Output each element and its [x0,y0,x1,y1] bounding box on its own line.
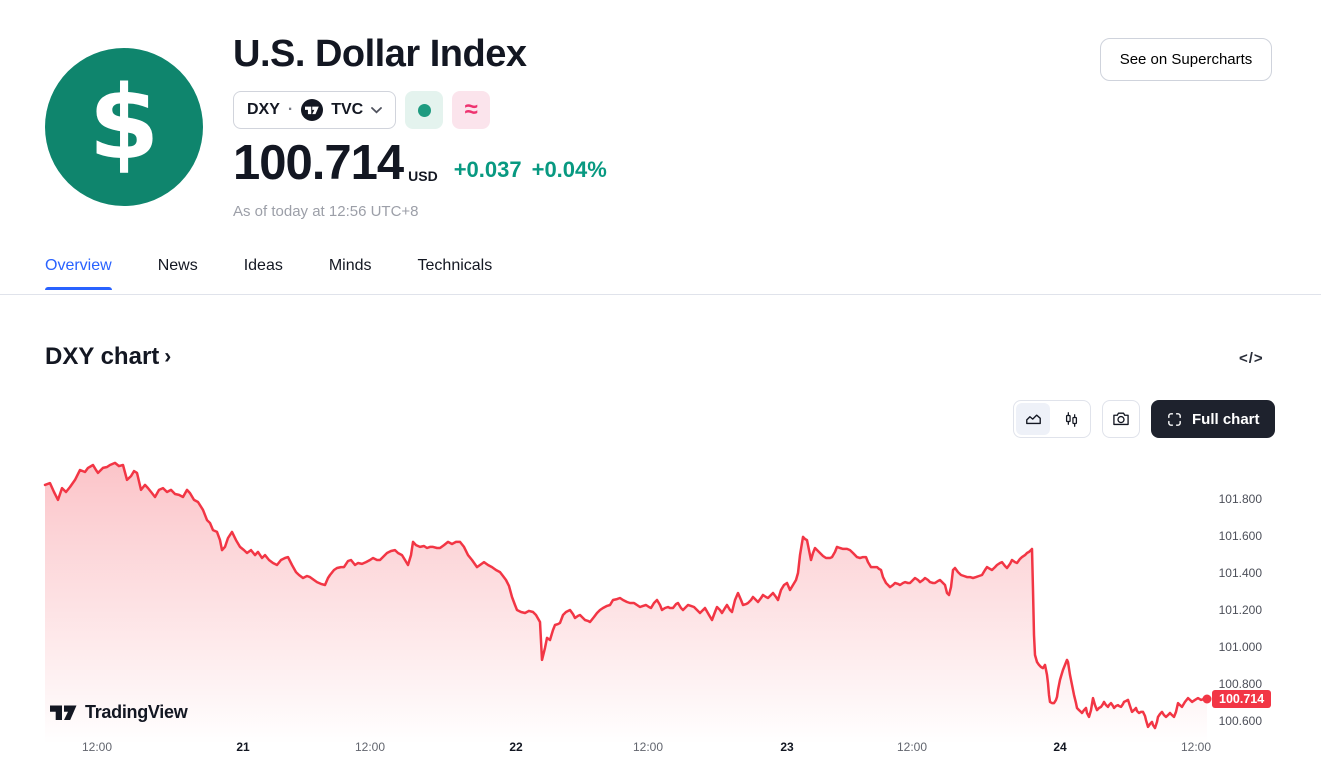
full-chart-button[interactable]: Full chart [1151,400,1275,438]
chevron-down-icon [371,106,383,114]
symbol-meta-row: DXY · TVC ≈ [233,91,491,129]
full-chart-button-label: Full chart [1192,410,1260,428]
watermark-label: TradingView [85,702,188,722]
last-price: 100.714 [233,136,404,190]
embed-code-icon[interactable]: </> [1239,350,1264,367]
x-axis-label: 12:00 [81,740,113,754]
y-axis-label: 101.200 [1218,603,1262,617]
currency-label: USD [408,167,438,184]
x-axis-label: 12:00 [632,740,664,754]
change-percent: +0.04% [531,156,607,182]
last-price-dot [1202,694,1212,704]
x-axis-label: 21 [236,740,250,754]
delayed-data-chip[interactable]: ≈ [452,91,491,129]
y-axis-label: 101.800 [1218,492,1262,506]
price-row: 100.714 USD +0.037 +0.04% [233,136,607,190]
x-axis-label: 12:00 [354,740,386,754]
snapshot-camera-button[interactable] [1102,400,1140,438]
tab-minds[interactable]: Minds [328,257,372,274]
x-axis-label: 12:00 [896,740,928,754]
price-line [43,461,1209,730]
fullscreen-icon [1168,412,1181,426]
x-axis-label: 23 [780,740,794,754]
y-axis-label: 100.600 [1218,714,1262,728]
chart-controls: Full chart [1013,400,1275,438]
market-open-dot-icon [417,103,431,117]
separator-dot: · [287,101,294,118]
tab-ideas[interactable]: Ideas [243,257,283,274]
see-on-supercharts-button[interactable]: See on Supercharts [1100,38,1272,81]
tradingview-mark-icon [305,106,319,114]
y-axis-label: 101.400 [1218,566,1262,580]
tradingview-watermark[interactable]: TradingView [50,702,188,723]
dxy-chart-heading-link[interactable]: DXY chart › [45,343,171,371]
chart-type-toggle [1013,400,1091,438]
ticker-label: DXY [247,101,280,118]
as-of-timestamp: As of today at 12:56 UTC+8 [233,203,419,220]
supercharts-button-label: See on Supercharts [1119,51,1253,68]
chevron-right-icon: › [164,345,172,368]
dollar-sign-icon: $ [88,64,160,183]
page-title: U.S. Dollar Index [233,33,527,75]
change-absolute: +0.037 [453,156,522,182]
tab-overview[interactable]: Overview [45,257,112,290]
y-axis-label: 101.000 [1218,640,1262,654]
delayed-data-icon: ≈ [464,96,478,123]
symbol-source-dropdown[interactable]: DXY · TVC [233,91,397,129]
tab-news[interactable]: News [157,257,198,274]
tab-bar: Overview News Ideas Minds Technicals [0,257,1321,295]
exchange-label: TVC [331,101,364,118]
x-axis-label: 22 [509,740,523,754]
symbol-logo: $ [45,48,203,206]
candlestick-chart-icon [1065,411,1077,427]
last-price-axis-badge: 100.714 [1212,689,1272,708]
area-chart-button[interactable] [1016,403,1050,435]
section-heading-label: DXY chart [45,343,160,370]
x-axis-label: 12:00 [1180,740,1212,754]
tab-technicals[interactable]: Technicals [417,257,493,274]
tradingview-circle-icon [301,99,324,121]
camera-icon [1113,412,1129,426]
candlestick-chart-button[interactable] [1052,401,1090,437]
y-axis-label: 101.600 [1218,529,1262,543]
area-chart-icon [1025,413,1041,424]
market-open-status-chip[interactable] [405,91,444,129]
x-axis-label: 24 [1053,740,1067,754]
price-change: +0.037 +0.04% [454,157,607,187]
tradingview-logo-icon [50,705,77,720]
y-axis-label: 100.800 [1218,677,1262,691]
